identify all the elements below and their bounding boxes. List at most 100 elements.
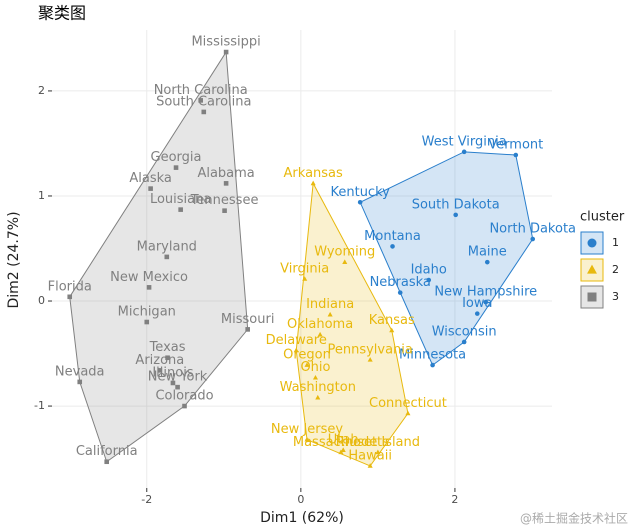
point-label: South Dakota [412,197,500,212]
data-point [77,379,83,385]
point-label: Ohio [300,360,330,375]
data-point [157,368,163,373]
point-label: Kentucky [330,185,390,200]
data-point [164,254,170,260]
data-point [104,459,109,465]
point-label: Texas [149,340,186,355]
point-label: Wyoming [314,245,375,260]
y-tick-label: -1 [34,399,45,412]
data-point [367,463,373,468]
cluster-hull [359,151,534,366]
watermark: @稀土掘金技术社区 [520,511,628,526]
legend-label: 2 [612,263,619,276]
point-label: Oregon [283,348,331,363]
point-label: Colorado [155,389,213,404]
point-label: Rhode Island [336,435,420,450]
point-label: Massachusetts [293,435,389,450]
point-label: Louisiana [150,192,211,207]
point-label: North Dakota [489,222,576,237]
point-label: Missouri [221,312,275,327]
data-point [397,290,403,295]
data-point [357,199,363,205]
point-label: Nebraska [370,275,431,290]
data-point [317,331,323,337]
data-point [483,299,489,305]
point-label: New Hampshire [434,285,537,300]
data-point [327,311,333,317]
point-label: Arkansas [284,166,343,181]
data-point [315,394,321,400]
x-axis-label: Dim1 (62%) [260,510,344,526]
point-label: Mississippi [191,35,260,50]
point-label: Minnesota [399,348,466,363]
data-point [474,311,480,316]
point-label: Idaho [411,263,447,278]
point-label: New York [148,370,208,385]
data-point [461,339,467,345]
data-point [426,277,432,283]
data-point [165,355,170,361]
point-label: Hawaii [348,448,392,463]
data-point [389,327,395,333]
data-point [513,152,519,158]
data-point [367,357,373,362]
point-label: Georgia [151,150,202,165]
data-point [170,380,176,386]
data-point [430,362,435,368]
data-point [67,294,73,300]
x-tick-label: -2 [141,493,152,506]
data-point [223,49,229,55]
data-point [340,447,346,453]
point-label: Connecticut [369,396,447,411]
data-point [484,259,490,265]
data-point [148,186,153,191]
point-label: Washington [280,380,356,395]
point-label: Iowa [462,296,492,311]
point-label: California [76,444,138,459]
point-label: Virginia [280,261,329,276]
data-point [223,181,229,186]
point-label: Tennessee [190,193,259,208]
data-point [302,276,308,281]
x-tick-label: 2 [451,493,458,506]
data-point [201,109,207,115]
legend-symbol [587,292,597,302]
data-point [144,319,150,325]
legend-symbol [587,264,597,274]
data-point [304,362,310,367]
data-point [293,347,299,353]
data-point [405,410,411,416]
data-point [245,327,250,332]
data-point [390,244,395,249]
data-point [312,374,319,380]
y-tick-label: 0 [38,294,45,307]
data-point [198,98,203,103]
point-label: Pennsylvania [327,342,412,357]
chart-title: 聚类图 [38,4,86,23]
data-point [342,259,348,264]
x-tick-label: 0 [297,493,304,506]
legend-label: 3 [612,290,619,303]
point-label: Vermont [488,138,543,153]
point-label: Arizona [135,353,184,368]
point-label: Illinois [152,365,193,380]
data-point [173,165,179,170]
data-point [182,403,187,409]
legend-title: cluster [580,210,625,225]
data-point [461,149,467,155]
y-tick-label: 1 [38,189,45,202]
data-point [304,436,310,442]
y-axis-label: Dim2 (24.7%) [6,211,22,308]
y-tick-label: 2 [38,84,45,97]
point-label: Montana [364,229,421,244]
point-label: Oklahoma [287,317,353,332]
data-point [310,180,316,186]
point-label: Alaska [129,171,172,186]
point-label: Alabama [197,166,254,181]
point-label: Maryland [137,239,197,254]
plot-panel [52,30,552,488]
point-label: New Mexico [110,270,188,285]
data-point [175,384,180,390]
data-point [530,236,536,242]
point-label: North Carolina [154,83,248,98]
